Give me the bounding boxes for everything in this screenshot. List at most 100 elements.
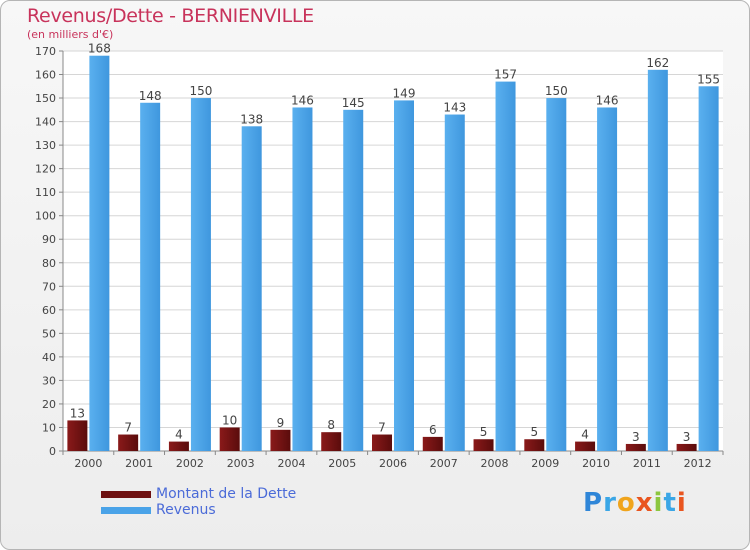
data-label-dette: 7: [124, 421, 132, 435]
data-label-revenus: 146: [291, 93, 314, 107]
bar-revenus: [546, 98, 567, 451]
bar-revenus: [647, 69, 668, 451]
data-label-revenus: 162: [646, 56, 669, 70]
bar-revenus: [89, 55, 110, 452]
x-tick-label: 2009: [531, 457, 559, 470]
bar-dette: [473, 439, 494, 451]
y-tick-label: 10: [42, 421, 56, 434]
x-tick-label: 2005: [328, 457, 356, 470]
data-label-dette: 6: [429, 423, 437, 437]
bar-revenus: [444, 114, 465, 451]
data-label-dette: 8: [327, 418, 335, 432]
chart-title: Revenus/Dette - BERNIENVILLE: [27, 5, 314, 27]
y-tick-label: 160: [35, 69, 56, 82]
x-tick-label: 2008: [481, 457, 509, 470]
data-label-revenus: 150: [545, 84, 568, 98]
bar-dette: [67, 420, 88, 451]
y-tick-label: 100: [35, 210, 56, 223]
data-label-revenus: 149: [393, 86, 416, 100]
data-label-dette: 5: [530, 425, 538, 439]
bar-dette: [372, 434, 392, 451]
y-tick-label: 80: [42, 257, 56, 270]
legend-swatch-revenus: [101, 507, 151, 514]
bar-revenus: [698, 86, 719, 451]
data-label-revenus: 148: [139, 89, 162, 103]
bar-revenus: [140, 102, 161, 451]
bar-revenus: [190, 98, 211, 451]
data-label-revenus: 155: [697, 72, 720, 86]
data-label-dette: 5: [480, 425, 488, 439]
bar-revenus: [495, 81, 516, 452]
bar-dette: [168, 441, 189, 451]
bar-revenus: [292, 107, 313, 452]
bar-dette: [524, 439, 545, 451]
x-tick-label: 2010: [582, 457, 610, 470]
x-tick-label: 2006: [379, 457, 407, 470]
data-label-dette: 9: [277, 416, 285, 430]
bar-dette: [676, 443, 697, 451]
logo-letter: x: [635, 488, 654, 518]
bar-revenus: [241, 126, 262, 451]
y-tick-label: 90: [42, 233, 56, 246]
y-tick-label: 0: [49, 445, 56, 458]
y-tick-label: 110: [35, 186, 56, 199]
data-label-revenus: 146: [596, 93, 619, 107]
bar-revenus: [394, 100, 414, 451]
chart-subtitle: (en milliers d'€): [27, 28, 114, 41]
bar-dette: [118, 434, 139, 451]
bar-dette: [270, 429, 291, 451]
y-tick-label: 30: [42, 374, 56, 387]
x-tick-label: 2002: [176, 457, 204, 470]
logo-letter: r: [603, 488, 617, 518]
bar-revenus: [343, 109, 364, 451]
x-tick-label: 2011: [633, 457, 661, 470]
bar-dette: [575, 441, 596, 451]
y-tick-label: 20: [42, 398, 56, 411]
x-tick-label: 2004: [277, 457, 305, 470]
logo-letter: P: [583, 488, 604, 518]
y-tick-label: 150: [35, 92, 56, 105]
data-label-dette: 4: [581, 428, 589, 442]
y-tick-label: 60: [42, 304, 56, 317]
bar-dette: [625, 443, 646, 451]
bar-dette: [422, 436, 443, 451]
data-label-dette: 7: [378, 421, 386, 435]
legend-swatch-dette: [101, 491, 151, 498]
logo-letter: i: [653, 488, 664, 518]
data-label-revenus: 150: [189, 84, 212, 98]
data-label-dette: 13: [70, 406, 85, 420]
y-tick-label: 130: [35, 139, 56, 152]
bar-dette: [219, 427, 240, 451]
data-label-revenus: 145: [342, 96, 365, 110]
y-tick-label: 140: [35, 116, 56, 129]
x-tick-label: 2003: [227, 457, 255, 470]
data-label-revenus: 138: [240, 112, 263, 126]
proxiti-logo: Proxiti: [583, 488, 687, 518]
data-label-dette: 4: [175, 428, 183, 442]
x-tick-label: 2007: [430, 457, 458, 470]
x-tick-label: 2012: [684, 457, 712, 470]
logo-letter: t: [663, 488, 677, 518]
logo-letter: o: [616, 488, 636, 518]
logo-letter: i: [676, 488, 687, 518]
y-tick-label: 70: [42, 280, 56, 293]
bar-dette: [321, 432, 342, 451]
data-label-dette: 10: [222, 413, 237, 427]
data-label-revenus: 157: [494, 68, 517, 82]
plot-area: [63, 51, 723, 451]
legend-label-dette: Montant de la Dette: [156, 486, 297, 502]
data-label-revenus: 168: [88, 42, 111, 56]
x-tick-label: 2000: [74, 457, 102, 470]
y-tick-label: 120: [35, 163, 56, 176]
y-tick-label: 170: [35, 45, 56, 58]
y-tick-label: 50: [42, 327, 56, 340]
data-label-dette: 3: [683, 430, 691, 444]
legend-label-revenus: Revenus: [156, 502, 216, 518]
y-tick-label: 40: [42, 351, 56, 364]
x-tick-label: 2001: [125, 457, 153, 470]
data-label-revenus: 143: [443, 101, 466, 115]
data-label-dette: 3: [632, 430, 640, 444]
bar-revenus: [597, 107, 618, 452]
